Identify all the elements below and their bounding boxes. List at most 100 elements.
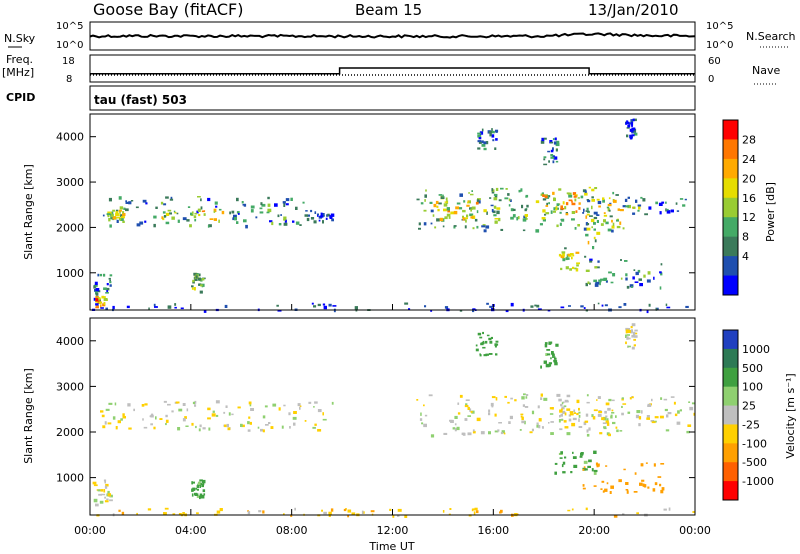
- data-cell: [636, 512, 639, 515]
- data-cell: [203, 213, 206, 216]
- data-cell: [620, 277, 623, 280]
- data-cell: [566, 432, 571, 436]
- data-cell: [559, 222, 562, 226]
- data-cell: [657, 476, 662, 478]
- data-cell: [606, 206, 610, 209]
- data-cell: [691, 402, 696, 405]
- data-cell: [103, 273, 106, 277]
- data-cell: [550, 432, 554, 435]
- data-cell: [490, 204, 494, 207]
- data-cell: [261, 203, 266, 207]
- data-cell: [425, 189, 427, 192]
- data-cell: [430, 222, 433, 225]
- data-cell: [652, 488, 656, 492]
- data-cell: [659, 271, 662, 274]
- data-cell: [491, 188, 494, 192]
- data-cell: [682, 204, 686, 207]
- data-cell: [465, 219, 467, 223]
- data-cell: [535, 229, 540, 233]
- data-cell: [453, 210, 458, 215]
- data-cell: [573, 412, 576, 414]
- data-cell: [408, 308, 411, 311]
- data-cell: [666, 306, 671, 309]
- data-cell: [531, 428, 534, 432]
- data-cell: [591, 226, 593, 229]
- data-cell: [438, 202, 442, 205]
- y-tick-label: 2000: [56, 221, 84, 234]
- data-cell: [472, 429, 475, 432]
- data-cell: [107, 422, 112, 425]
- data-cell: [565, 257, 570, 260]
- data-cell: [631, 329, 633, 333]
- data-cell: [104, 496, 106, 499]
- data-cell: [430, 209, 434, 213]
- data-cell: [262, 510, 265, 514]
- data-cell: [106, 290, 109, 293]
- data-cell: [470, 216, 474, 219]
- data-cell: [587, 240, 590, 245]
- data-cell: [133, 408, 135, 412]
- data-cell: [211, 413, 216, 417]
- data-cell: [603, 277, 608, 281]
- data-cell: [611, 219, 613, 223]
- data-cell: [510, 302, 514, 307]
- data-cell: [583, 208, 585, 212]
- data-cell: [549, 407, 552, 410]
- data-cell: [404, 514, 408, 518]
- data-cell: [556, 140, 560, 144]
- data-cell: [497, 429, 500, 432]
- data-cell: [446, 213, 451, 217]
- data-cell: [653, 463, 656, 467]
- data-cell: [347, 514, 350, 518]
- data-cell: [165, 196, 169, 199]
- data-cell: [552, 138, 555, 141]
- data-cell: [534, 304, 537, 307]
- data-cell: [193, 215, 197, 219]
- data-cell: [459, 207, 463, 210]
- data-cell: [593, 279, 597, 283]
- data-cell: [608, 209, 611, 212]
- data-cell: [655, 201, 658, 205]
- data-cell: [136, 512, 138, 516]
- data-cell: [622, 403, 627, 405]
- data-cell: [307, 214, 310, 217]
- data-cell: [573, 464, 578, 468]
- data-cell: [224, 304, 228, 308]
- data-cell: [226, 423, 229, 428]
- data-cell: [199, 493, 203, 497]
- time-ut-label: Time UT: [368, 540, 414, 553]
- data-cell: [126, 305, 130, 309]
- data-cell: [93, 285, 96, 289]
- data-cell: [584, 420, 589, 423]
- data-cell: [564, 426, 569, 429]
- data-cell: [182, 512, 185, 516]
- data-cell: [194, 404, 197, 407]
- data-cell: [100, 489, 104, 492]
- data-cell: [267, 196, 270, 200]
- data-cell: [99, 273, 103, 277]
- data-cell: [551, 351, 554, 353]
- data-cell: [317, 409, 322, 413]
- data-cell: [110, 214, 114, 217]
- data-cell: [631, 286, 633, 288]
- data-cell: [512, 208, 516, 211]
- data-cell: [583, 307, 586, 309]
- data-cell: [572, 451, 574, 454]
- data-cell: [642, 483, 645, 487]
- data-cell: [679, 409, 682, 412]
- data-cell: [198, 214, 201, 217]
- y-tick-label: 4000: [56, 335, 84, 348]
- data-cell: [195, 425, 197, 429]
- data-cell: [212, 410, 215, 413]
- colorbar-tick-label: 28: [742, 133, 756, 146]
- data-cell: [362, 511, 365, 514]
- data-cell: [585, 269, 590, 272]
- data-cell: [112, 305, 115, 310]
- data-cell: [665, 208, 667, 212]
- data-cell: [632, 212, 636, 215]
- data-cell: [430, 309, 433, 312]
- data-cell: [552, 160, 555, 164]
- data-cell: [565, 266, 569, 270]
- data-cell: [660, 272, 663, 276]
- data-cell: [508, 198, 511, 202]
